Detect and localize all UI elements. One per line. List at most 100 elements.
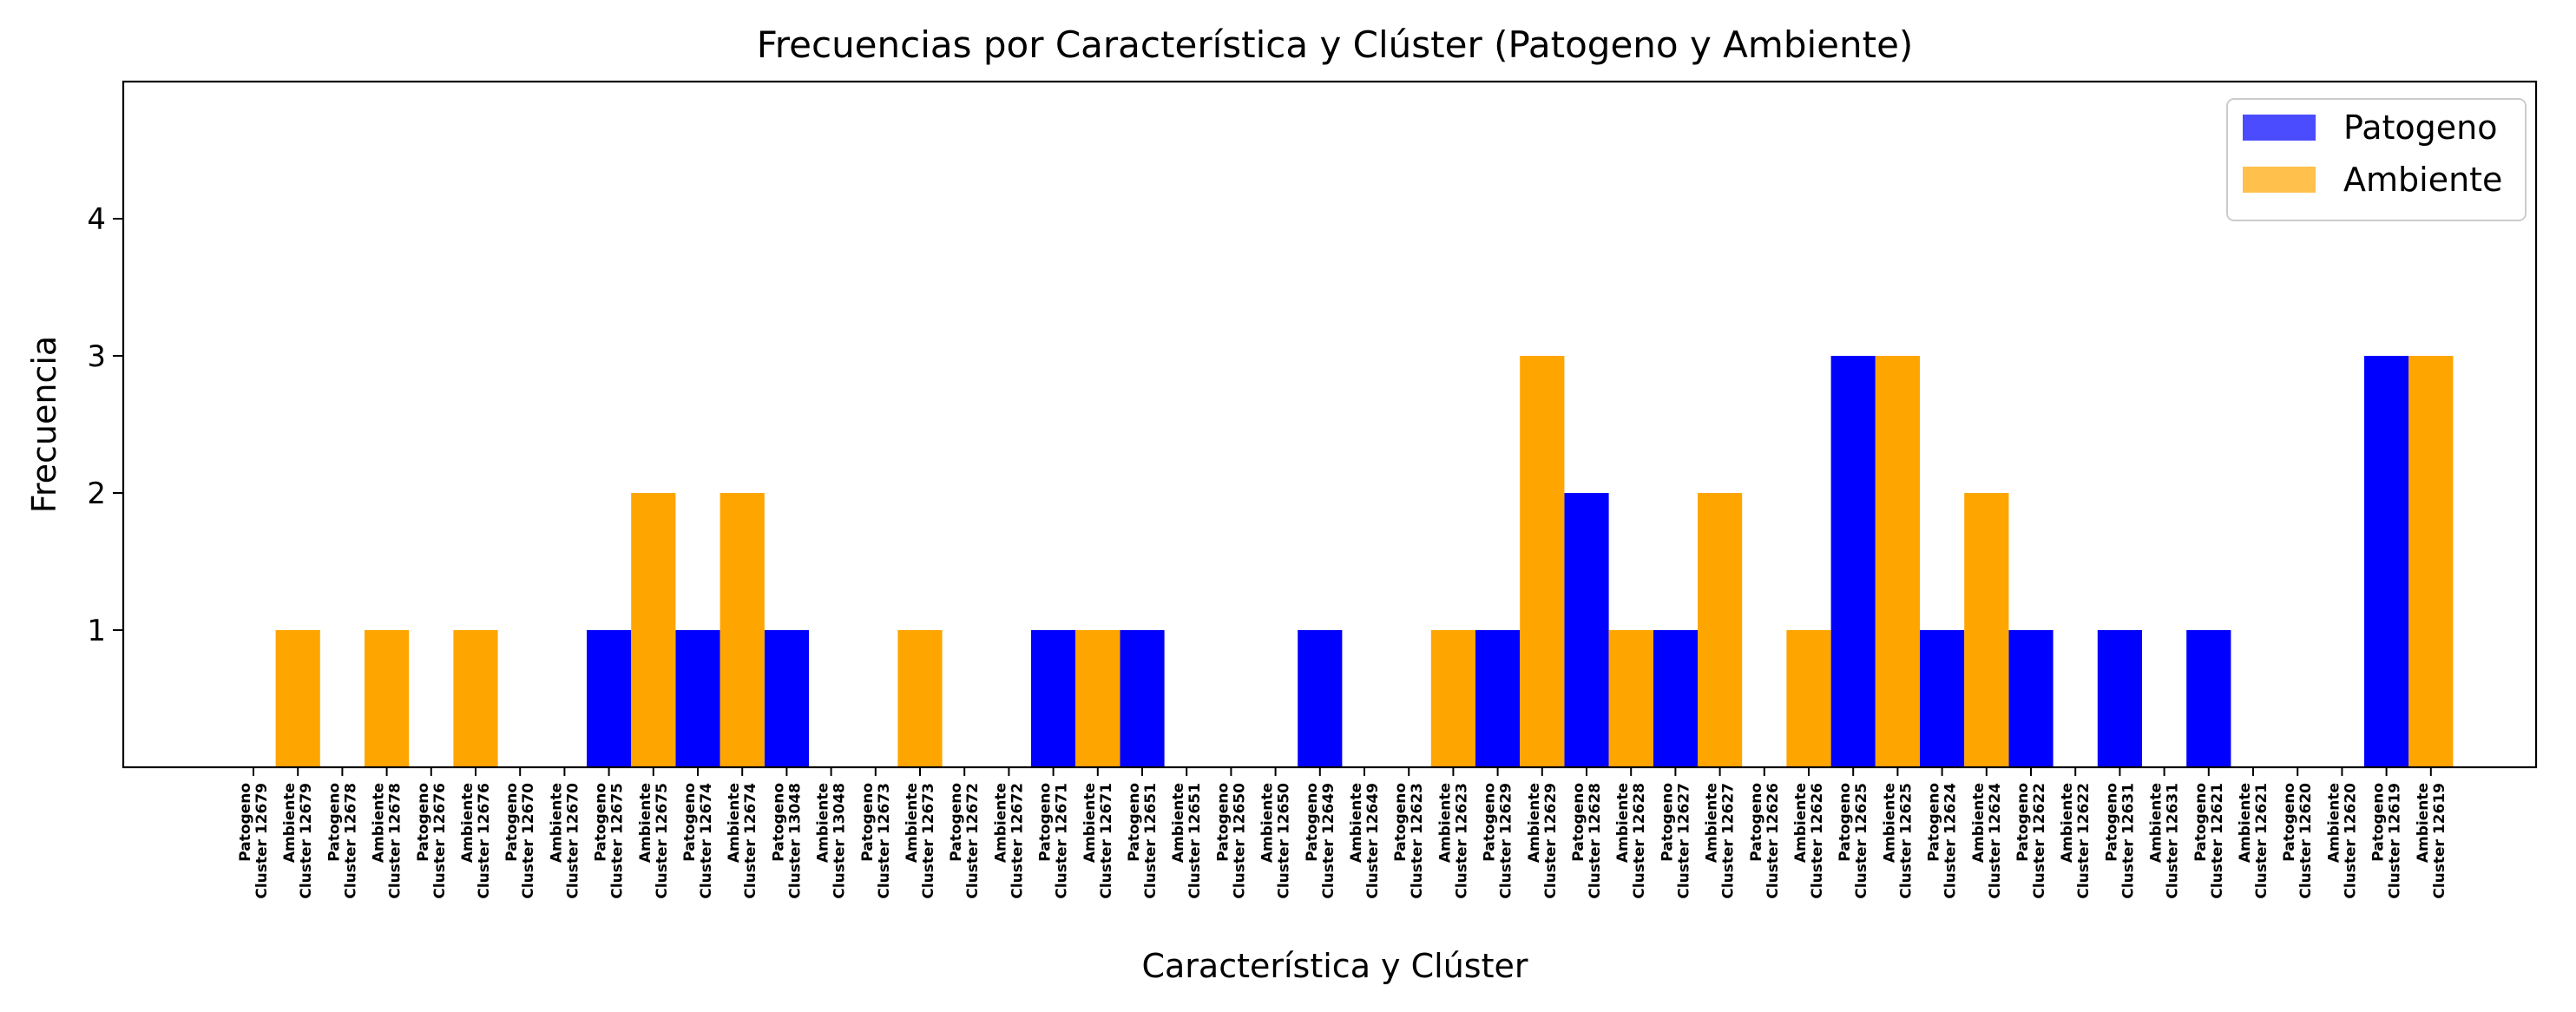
x-tick-label-cluster: Cluster 12651 — [1142, 783, 1160, 899]
x-tick-label-feature: Patogeno — [2192, 783, 2210, 862]
x-tick-label: Patogeno Cluster 12627 — [1659, 783, 1692, 899]
plot-area — [122, 80, 2538, 769]
legend-swatch-ambiente — [2243, 167, 2316, 193]
y-tick-label: 3 — [87, 339, 106, 374]
legend-label-patogeno: Patogeno — [2343, 108, 2497, 147]
x-tick-label-cluster: Cluster 12629 — [1542, 783, 1560, 899]
x-tick-label-feature: Patogeno — [325, 783, 343, 862]
bar-ambiente-11 — [720, 493, 765, 767]
x-tick-label-cluster: Cluster 12625 — [1853, 783, 1870, 899]
x-tick-label: Ambiente Cluster 12650 — [1259, 783, 1293, 899]
chart-title: Frecuencias por Característica y Clúster… — [757, 23, 1914, 66]
x-tick-label-feature: Patogeno — [1214, 783, 1232, 862]
x-tick-label-cluster: Cluster 12620 — [2297, 783, 2315, 899]
bar-ambiente-15 — [897, 630, 943, 767]
x-tick-label-cluster: Cluster 13048 — [831, 783, 849, 899]
x-tick-label-feature: Patogeno — [948, 783, 965, 862]
x-tick-label-cluster: Cluster 12619 — [2431, 783, 2448, 899]
bar-patogeno-36 — [1830, 356, 1876, 767]
x-tick-label-feature: Patogeno — [2281, 783, 2298, 862]
x-tick-label-cluster: Cluster 12622 — [2031, 783, 2048, 899]
bar-patogeno-40 — [2008, 630, 2054, 767]
x-tick-label: Patogeno Cluster 12623 — [1392, 783, 1426, 899]
x-tick-label-cluster: Cluster 12631 — [2119, 783, 2137, 899]
x-tick-label-cluster: Cluster 12676 — [431, 783, 449, 899]
x-tick-label-feature: Ambiente — [1170, 783, 1187, 863]
x-tick-label: Patogeno Cluster 12675 — [593, 783, 627, 899]
y-tick-label: 4 — [87, 202, 106, 237]
x-tick-label-cluster: Cluster 12671 — [1054, 783, 1071, 899]
x-tick-label: Patogeno Cluster 12620 — [2281, 783, 2315, 899]
x-tick-label-cluster: Cluster 12621 — [2253, 783, 2270, 899]
x-tick-label: Patogeno Cluster 12649 — [1304, 783, 1337, 899]
x-tick-label-feature: Ambiente — [1526, 783, 1543, 863]
x-tick-label: Ambiente Cluster 12622 — [2059, 783, 2093, 899]
bar-ambiente-5 — [453, 630, 498, 767]
x-tick-label-feature: Patogeno — [593, 783, 610, 862]
bar-patogeno-42 — [2097, 630, 2142, 767]
x-tick-label-feature: Ambiente — [548, 783, 565, 863]
x-tick-label-cluster: Cluster 12678 — [342, 783, 359, 899]
x-tick-label: Ambiente Cluster 12672 — [992, 783, 1026, 899]
bar-ambiente-3 — [365, 630, 410, 767]
x-tick-label-feature: Ambiente — [904, 783, 921, 863]
x-tick-label-feature: Patogeno — [1482, 783, 1499, 862]
x-tick-label: Ambiente Cluster 12671 — [1081, 783, 1115, 899]
x-tick-label-cluster: Cluster 12626 — [1809, 783, 1826, 899]
x-tick-label-cluster: Cluster 12671 — [1098, 783, 1115, 899]
x-tick-label: Ambiente Cluster 12676 — [459, 783, 493, 899]
x-tick-label-feature: Patogeno — [503, 783, 521, 862]
x-tick-label: Patogeno Cluster 12671 — [1037, 783, 1071, 899]
x-tick-label: Ambiente Cluster 12627 — [1704, 783, 1738, 899]
x-tick-label: Patogeno Cluster 12674 — [681, 783, 715, 899]
bar-patogeno-20 — [1120, 630, 1165, 767]
x-tick-label: Ambiente Cluster 12670 — [548, 783, 582, 899]
x-tick-label-cluster: Cluster 12619 — [2387, 783, 2404, 899]
x-tick-label-cluster: Cluster 12629 — [1498, 783, 1515, 899]
x-tick-label-feature: Patogeno — [2014, 783, 2032, 862]
x-tick-label-cluster: Cluster 12679 — [253, 783, 271, 899]
x-tick-label-feature: Ambiente — [2237, 783, 2254, 863]
bar-patogeno-18 — [1031, 630, 1076, 767]
x-tick-label: Ambiente Cluster 12631 — [2148, 783, 2182, 899]
x-tick-label: Ambiente Cluster 12621 — [2237, 783, 2270, 899]
x-tick-label-cluster: Cluster 12670 — [564, 783, 582, 899]
bar-patogeno-24 — [1298, 630, 1343, 767]
x-tick-label: Patogeno Cluster 12622 — [2014, 783, 2048, 899]
x-tick-label-cluster: Cluster 12624 — [1942, 783, 1960, 899]
x-tick-label-cluster: Cluster 12650 — [1231, 783, 1248, 899]
x-tick-label-feature: Patogeno — [1570, 783, 1587, 862]
y-tick-label: 1 — [87, 614, 106, 648]
x-tick-label-feature: Patogeno — [2103, 783, 2120, 862]
x-tick-label-feature: Ambiente — [1704, 783, 1721, 863]
bar-ambiente-39 — [1964, 493, 2009, 767]
x-tick-label-cluster: Cluster 12622 — [2075, 783, 2093, 899]
x-tick-label-cluster: Cluster 12628 — [1587, 783, 1604, 899]
x-tick-label-feature: Patogeno — [1126, 783, 1143, 862]
bar-ambiente-33 — [1698, 493, 1743, 767]
x-tick-label-feature: Ambiente — [1881, 783, 1898, 863]
x-tick-label-feature: Patogeno — [1837, 783, 1854, 862]
x-tick-label-feature: Patogeno — [859, 783, 877, 862]
x-tick-label-cluster: Cluster 12670 — [520, 783, 537, 899]
x-tick-label-cluster: Cluster 12679 — [298, 783, 315, 899]
legend: Patogeno Ambiente — [2226, 98, 2527, 221]
x-tick-label-cluster: Cluster 12621 — [2209, 783, 2226, 899]
x-tick-label-feature: Ambiente — [281, 783, 299, 863]
bar-ambiente-1 — [275, 630, 320, 767]
bars — [275, 356, 2454, 767]
bar-ambiente-29 — [1520, 356, 1565, 767]
x-tick-label-cluster: Cluster 12650 — [1276, 783, 1293, 899]
bar-ambiente-37 — [1875, 356, 1920, 767]
x-tick-label: Ambiente Cluster 12623 — [1436, 783, 1470, 899]
x-tick-label-feature: Ambiente — [2148, 783, 2165, 863]
x-tick-label: Ambiente Cluster 12675 — [637, 783, 671, 899]
x-tick-label-cluster: Cluster 12649 — [1320, 783, 1337, 899]
bar-patogeno-48 — [2364, 356, 2409, 767]
bar-patogeno-30 — [1564, 493, 1609, 767]
x-tick-label-feature: Ambiente — [2415, 783, 2432, 863]
x-tick-label: Ambiente Cluster 12620 — [2325, 783, 2359, 899]
x-tick-label: Patogeno Cluster 12624 — [1926, 783, 1960, 899]
x-axis: Patogeno Cluster 12679 Ambiente Cluster 126… — [237, 767, 2448, 899]
